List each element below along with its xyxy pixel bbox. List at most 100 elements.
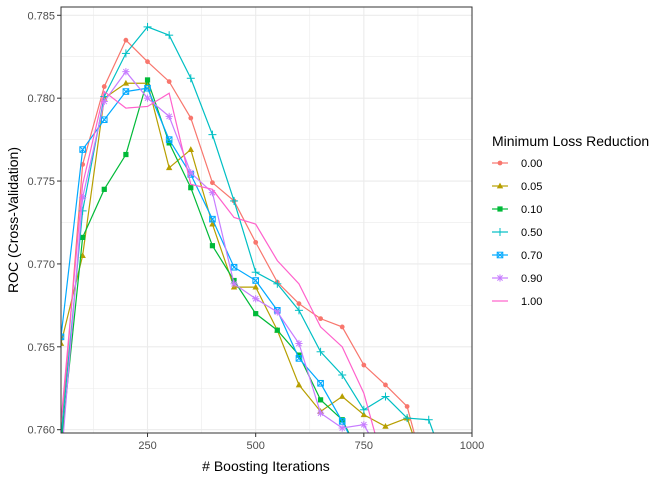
plot-panel bbox=[61, 7, 472, 433]
legend-item: 0.90 bbox=[492, 273, 542, 285]
data-point bbox=[338, 418, 346, 425]
data-point bbox=[143, 94, 152, 102]
data-point bbox=[208, 130, 217, 139]
data-point bbox=[318, 316, 323, 322]
data-point bbox=[57, 459, 64, 466]
data-point bbox=[404, 404, 410, 409]
data-point bbox=[274, 327, 280, 333]
data-point bbox=[186, 74, 195, 83]
data-point bbox=[144, 77, 151, 83]
data-point bbox=[426, 476, 432, 480]
data-point bbox=[253, 311, 259, 317]
legend-item: 0.05 bbox=[492, 181, 542, 193]
y-axis: 0.760 0.765 0.770 0.775 0.780 0.785 bbox=[27, 10, 61, 437]
data-point bbox=[339, 393, 346, 399]
data-point bbox=[252, 283, 259, 290]
data-point bbox=[209, 220, 216, 227]
data-point bbox=[317, 397, 324, 403]
data-point bbox=[101, 186, 107, 192]
series-line bbox=[62, 70, 370, 433]
data-point bbox=[446, 475, 454, 480]
legend-label: 1.00 bbox=[521, 296, 542, 308]
data-point bbox=[295, 339, 303, 348]
data-point bbox=[381, 392, 390, 401]
data-point bbox=[166, 79, 172, 84]
data-point bbox=[317, 379, 324, 387]
legend-title: Minimum Loss Reduction bbox=[492, 133, 649, 149]
legend-item: 1.00 bbox=[492, 296, 542, 308]
data-point bbox=[383, 382, 388, 388]
series-1.00 bbox=[61, 90, 376, 433]
data-point bbox=[339, 324, 345, 330]
data-point bbox=[122, 79, 130, 86]
data-point bbox=[424, 415, 433, 424]
data-point bbox=[61, 340, 65, 346]
data-point bbox=[59, 436, 64, 441]
data-point bbox=[121, 49, 130, 58]
legend-item: 0.50 bbox=[492, 227, 542, 239]
y-tick-label: 0.765 bbox=[27, 342, 55, 354]
data-point bbox=[79, 194, 87, 202]
data-point bbox=[79, 146, 86, 153]
data-point bbox=[360, 421, 368, 429]
data-point bbox=[251, 268, 260, 277]
data-point bbox=[123, 37, 129, 43]
data-point bbox=[122, 88, 130, 95]
legend-key-marker bbox=[497, 206, 503, 212]
series-line bbox=[61, 90, 376, 433]
data-point bbox=[295, 381, 303, 388]
data-point bbox=[210, 180, 215, 186]
legend-label: 0.90 bbox=[521, 273, 542, 285]
y-tick-label: 0.780 bbox=[27, 93, 55, 105]
x-axis-title: # Boosting Iterations bbox=[202, 458, 330, 474]
data-point bbox=[294, 306, 303, 315]
data-point bbox=[316, 409, 325, 417]
x-tick-label: 500 bbox=[247, 440, 265, 452]
data-point bbox=[165, 136, 173, 143]
legend-key-marker bbox=[497, 160, 503, 166]
data-point bbox=[209, 215, 216, 223]
legend-key-marker bbox=[496, 182, 504, 189]
legend-label: 0.10 bbox=[521, 204, 542, 216]
plot-border bbox=[60, 6, 473, 434]
data-point bbox=[360, 411, 368, 418]
legend-key-marker bbox=[496, 274, 504, 282]
data-point bbox=[165, 164, 173, 171]
data-point bbox=[187, 146, 194, 152]
legend-label: 0.50 bbox=[521, 227, 542, 239]
data-point bbox=[57, 434, 65, 442]
data-point bbox=[188, 115, 194, 121]
data-point bbox=[58, 444, 63, 449]
series-0.00 bbox=[59, 37, 415, 441]
data-point bbox=[80, 234, 86, 241]
data-point bbox=[338, 424, 346, 432]
y-axis-title: ROC (Cross-Validation) bbox=[5, 147, 21, 293]
series-0.90 bbox=[57, 68, 370, 466]
data-point bbox=[166, 140, 172, 146]
data-point bbox=[230, 280, 238, 288]
data-point bbox=[316, 347, 325, 356]
data-point bbox=[123, 151, 129, 158]
legend-key-marker bbox=[496, 228, 504, 236]
series-line bbox=[61, 39, 415, 433]
data-point bbox=[100, 116, 108, 124]
data-point bbox=[252, 295, 260, 303]
data-point bbox=[338, 370, 347, 379]
x-tick-label: 250 bbox=[138, 440, 156, 452]
series-layer bbox=[57, 22, 454, 480]
data-point bbox=[188, 185, 194, 191]
data-point bbox=[122, 68, 130, 76]
x-tick-label: 1000 bbox=[460, 440, 484, 452]
data-point bbox=[165, 31, 174, 40]
data-point bbox=[339, 417, 345, 423]
data-point bbox=[230, 263, 238, 271]
data-point bbox=[252, 277, 259, 284]
legend-label: 0.05 bbox=[521, 181, 542, 193]
data-point bbox=[295, 355, 303, 362]
data-point bbox=[209, 243, 216, 249]
data-point bbox=[403, 414, 412, 423]
data-point bbox=[361, 460, 367, 466]
data-point bbox=[361, 362, 367, 368]
data-point bbox=[296, 352, 302, 358]
